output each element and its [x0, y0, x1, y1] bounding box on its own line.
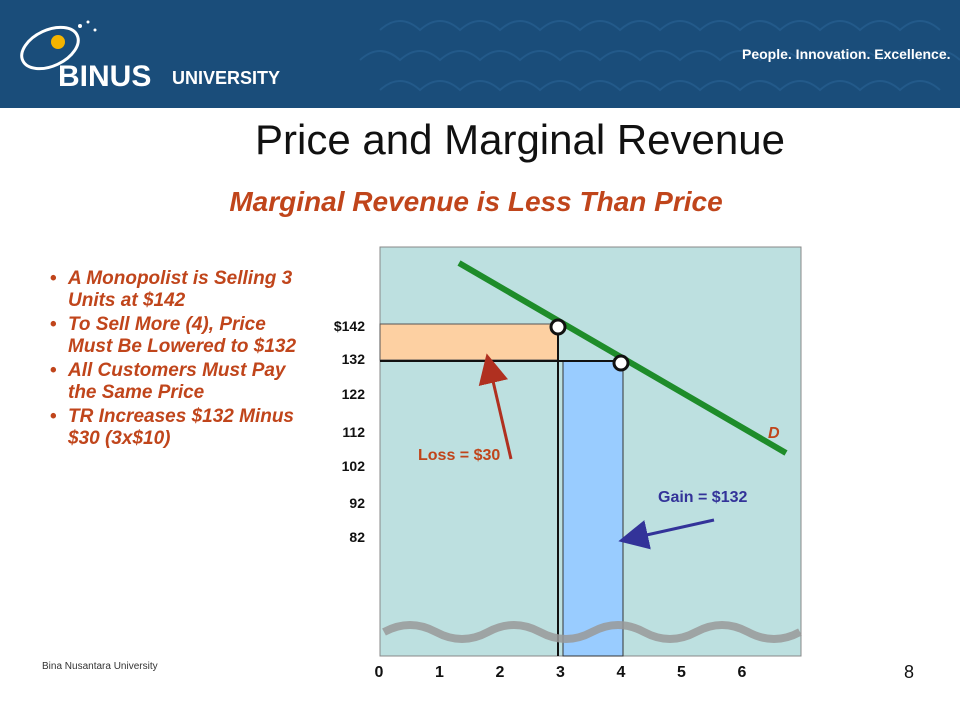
x-tick-label: 5 — [677, 664, 686, 681]
y-tick-label: 92 — [349, 495, 365, 511]
loss-arrow-icon — [478, 353, 513, 460]
footer-organization: Bina Nusantara University — [42, 661, 158, 672]
demand-label: D — [768, 425, 780, 442]
bullet-list: A Monopolist is Selling 3 Units at $142 … — [48, 268, 298, 452]
y-tick-label: 132 — [342, 351, 366, 367]
header-banner: BINUS UNIVERSITY People. Innovation. Exc… — [0, 0, 960, 108]
y-tick-label: 102 — [342, 458, 366, 474]
gain-arrow-icon — [618, 518, 715, 550]
gain-label: Gain = $132 — [658, 489, 747, 506]
axis-break-wave — [382, 621, 802, 643]
page-title: Price and Marginal Revenue — [255, 116, 785, 163]
y-tick-label: 122 — [342, 386, 366, 402]
logo-subtext: UNIVERSITY — [172, 68, 281, 88]
y-tick-label: $142 — [334, 318, 365, 334]
binus-logo-emblem-icon — [20, 20, 97, 71]
loss-area — [379, 323, 559, 361]
y-tick-label: 82 — [349, 529, 365, 545]
page-subtitle: Marginal Revenue is Less Than Price — [229, 186, 723, 217]
header-tagline: People. Innovation. Excellence. — [742, 46, 951, 62]
x-tick-label: 3 — [556, 664, 565, 681]
page-number: 8 — [904, 662, 915, 682]
point-3-units — [549, 318, 567, 336]
logo-text: BINUS — [58, 60, 152, 93]
header-wave-pattern — [20, 20, 960, 92]
y-axis-ticks: $142 132 122 112 102 92 82 — [334, 318, 365, 545]
gain-area — [562, 360, 624, 657]
x-tick-label: 2 — [496, 664, 505, 681]
point-4-units — [612, 354, 630, 372]
x-tick-label: 4 — [617, 664, 626, 681]
y-tick-label: 112 — [342, 424, 365, 440]
x-tick-label: 1 — [435, 664, 444, 681]
bullet-item: All Customers Must Pay the Same Price — [48, 360, 298, 404]
bullet-item: To Sell More (4), Price Must Be Lowered … — [48, 314, 298, 358]
x-tick-label: 0 — [375, 664, 384, 681]
x-tick-label: 6 — [738, 664, 747, 681]
x-axis-ticks: 0 1 2 3 4 5 6 — [375, 664, 747, 681]
bullet-item: TR Increases $132 Minus $30 (3x$10) — [48, 406, 298, 450]
loss-label: Loss = $30 — [418, 447, 500, 464]
bullet-item: A Monopolist is Selling 3 Units at $142 — [48, 268, 298, 312]
